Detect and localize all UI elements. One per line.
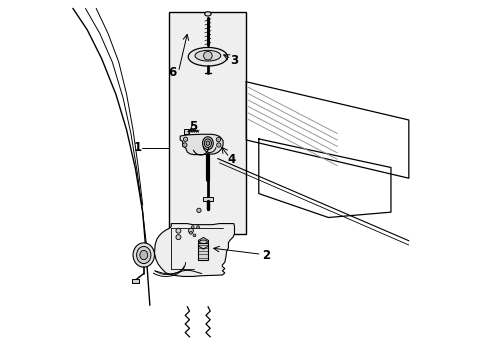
Circle shape [216, 143, 221, 147]
Circle shape [188, 228, 193, 233]
Ellipse shape [199, 240, 207, 244]
Text: 3: 3 [230, 54, 238, 67]
Bar [183, 129, 189, 134]
Text: 4: 4 [227, 153, 235, 166]
Circle shape [176, 235, 181, 240]
Circle shape [183, 143, 186, 147]
Ellipse shape [188, 48, 227, 66]
Circle shape [191, 226, 194, 229]
Circle shape [184, 144, 185, 146]
Bar [203, 197, 212, 202]
Circle shape [196, 208, 201, 212]
Circle shape [184, 139, 186, 140]
Polygon shape [180, 134, 223, 155]
Text: 5: 5 [188, 120, 197, 133]
Ellipse shape [140, 250, 147, 260]
Circle shape [217, 139, 219, 140]
Circle shape [216, 138, 220, 142]
Circle shape [218, 144, 219, 146]
Bar [132, 279, 139, 283]
Ellipse shape [136, 247, 151, 264]
Circle shape [176, 228, 181, 233]
Ellipse shape [202, 137, 213, 150]
Text: 2: 2 [262, 249, 270, 262]
Ellipse shape [195, 50, 220, 61]
Circle shape [193, 234, 196, 237]
Text: 6: 6 [168, 66, 176, 79]
Circle shape [189, 231, 192, 234]
Circle shape [183, 137, 187, 141]
Polygon shape [154, 224, 234, 276]
Text: 1: 1 [133, 141, 141, 154]
Circle shape [203, 51, 212, 60]
Ellipse shape [204, 12, 211, 16]
Ellipse shape [204, 139, 211, 148]
Circle shape [196, 226, 199, 229]
Bar [169, 12, 246, 234]
Ellipse shape [205, 141, 209, 145]
Ellipse shape [133, 243, 154, 267]
Bar [198, 243, 208, 260]
